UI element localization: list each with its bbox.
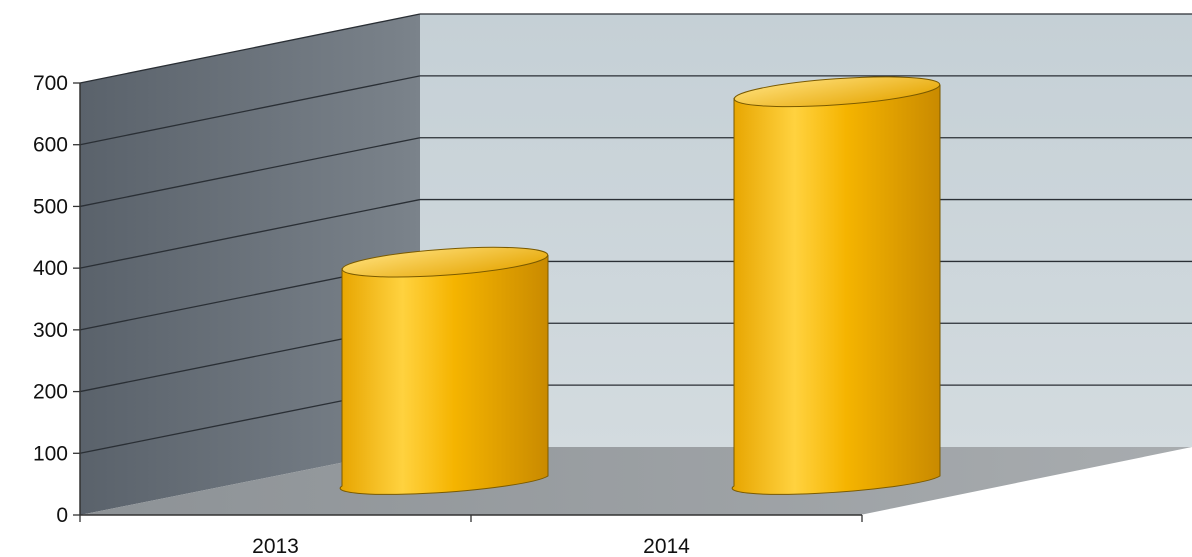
y-tick-label: 400 — [33, 257, 68, 280]
x-axis-ticks: 2013 2014 — [79, 515, 863, 557]
x-category-label: 2014 — [643, 535, 690, 557]
gridline-side — [79, 13, 421, 84]
bar-body — [339, 255, 549, 495]
y-tick-label: 300 — [33, 319, 68, 342]
y-axis-ticks: 0 100 200 300 400 500 600 700 — [33, 72, 80, 527]
bars — [339, 76, 941, 495]
y-tick-label: 100 — [33, 442, 68, 465]
gridline-side — [79, 198, 421, 269]
y-tick-label: 200 — [33, 381, 68, 404]
bar-2014 — [731, 76, 941, 495]
gridline-side — [79, 137, 421, 208]
y-tick-label: 700 — [33, 72, 68, 95]
y-tick-label: 600 — [33, 134, 68, 157]
gridline-side — [79, 75, 421, 146]
side-wall — [80, 14, 420, 515]
y-tick-label: 500 — [33, 195, 68, 218]
bar-top — [341, 246, 549, 278]
bar-body — [731, 84, 941, 495]
y-tick-label: 0 — [56, 504, 68, 527]
x-category-label: 2013 — [252, 535, 299, 557]
bar-2013 — [339, 246, 549, 495]
bar-top — [733, 76, 941, 108]
